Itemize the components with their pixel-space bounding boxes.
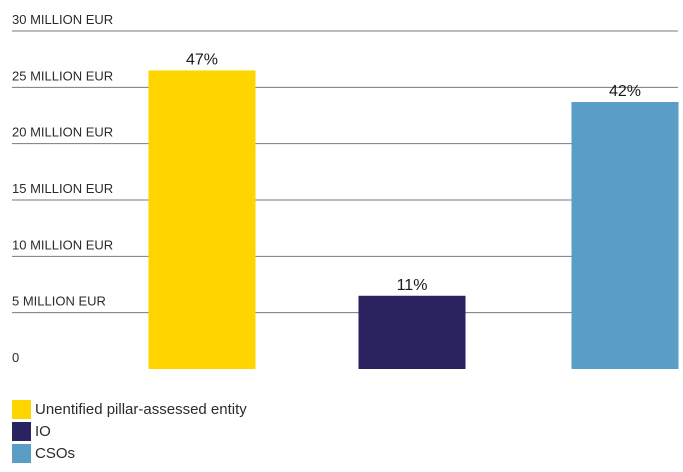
y-tick-label: 10 MILLION EUR <box>12 237 113 252</box>
legend-item-pillar-assessed-entity: Unentified pillar-assessed entity <box>12 398 247 420</box>
data-label: 11% <box>397 277 428 294</box>
data-label: 47% <box>186 51 218 68</box>
bar-2 <box>571 101 679 369</box>
bar-chart: 0 5 MILLION EUR 10 MILLION EUR 15 MILLION E… <box>12 12 679 369</box>
legend-label: Unentified pillar-assessed entity <box>35 400 247 418</box>
legend-label: IO <box>35 422 51 440</box>
legend-item-io: IO <box>12 420 247 442</box>
y-tick-label: 5 MILLION EUR <box>12 294 106 309</box>
bar-1 <box>358 295 466 369</box>
legend-item-csos: CSOs <box>12 442 247 464</box>
y-tick-label: 0 <box>12 350 19 365</box>
legend-swatch <box>12 443 31 463</box>
y-tick-label: 20 MILLION EUR <box>12 125 113 140</box>
data-label: 42% <box>609 83 641 100</box>
legend: Unentified pillar-assessed entity IO CSO… <box>12 398 247 464</box>
y-tick-label: 15 MILLION EUR <box>12 181 113 196</box>
legend-label: CSOs <box>35 444 76 462</box>
legend-swatch <box>12 399 31 419</box>
y-tick-label: 25 MILLION EUR <box>12 68 113 83</box>
legend-swatch <box>12 421 31 441</box>
y-tick-label: 30 MILLION EUR <box>12 12 113 27</box>
bar-0 <box>148 70 256 369</box>
